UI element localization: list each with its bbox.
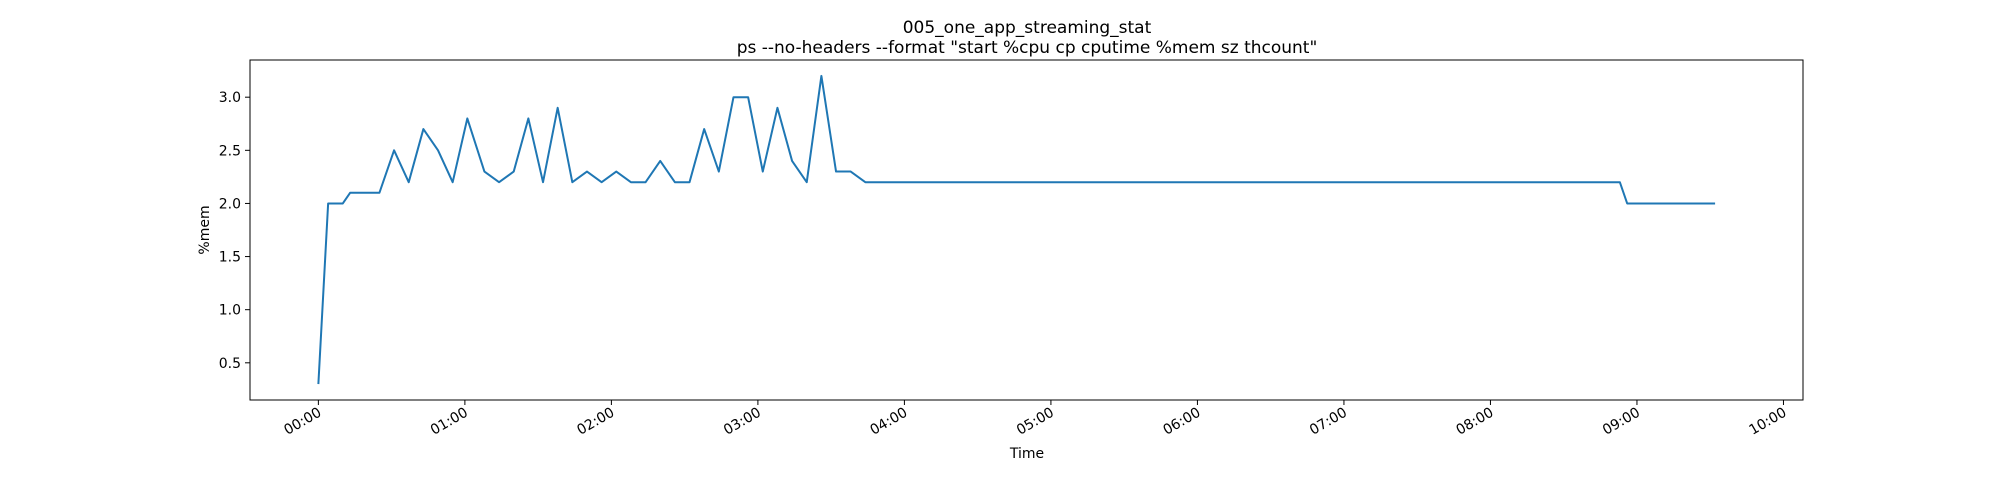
y-tick-label: 2.5	[219, 143, 241, 159]
y-tick-label: 3.0	[219, 90, 241, 106]
series-line-0	[317, 74, 1716, 385]
x-tick-label: 01:00	[428, 405, 471, 439]
y-axis-label: %mem	[197, 205, 213, 254]
y-tick-label: 1.0	[219, 303, 241, 319]
x-tick-label: 07:00	[1307, 405, 1350, 439]
x-tick-label: 05:00	[1014, 405, 1057, 439]
chart-subtitle: ps --no-headers --format "start %cpu cp …	[737, 38, 1318, 58]
chart-title: 005_one_app_streaming_stat	[903, 18, 1152, 38]
y-tick-label: 1.5	[219, 250, 241, 266]
x-axis: 00:00 01:00 02:00 03:00 04:00 05:00 06:00 07:00…	[281, 400, 1789, 439]
x-tick-label: 02:00	[574, 405, 617, 439]
y-tick-label: 2.0	[219, 196, 241, 212]
x-tick-label: 03:00	[721, 405, 764, 439]
x-tick-label: 04:00	[867, 405, 910, 439]
x-tick-label: 09:00	[1600, 405, 1643, 439]
x-tick-label: 10:00	[1747, 405, 1790, 439]
x-axis-label: Time	[1009, 446, 1044, 462]
y-tick-label: 0.5	[219, 356, 241, 372]
plot-area	[317, 74, 1716, 385]
x-tick-label: 06:00	[1160, 405, 1203, 439]
x-tick-label: 00:00	[281, 405, 324, 439]
y-axis: 0.5 1.0 1.5 2.0 2.5 3.0	[219, 90, 250, 372]
plot-frame	[249, 59, 1804, 401]
x-tick-label: 08:00	[1453, 405, 1496, 439]
